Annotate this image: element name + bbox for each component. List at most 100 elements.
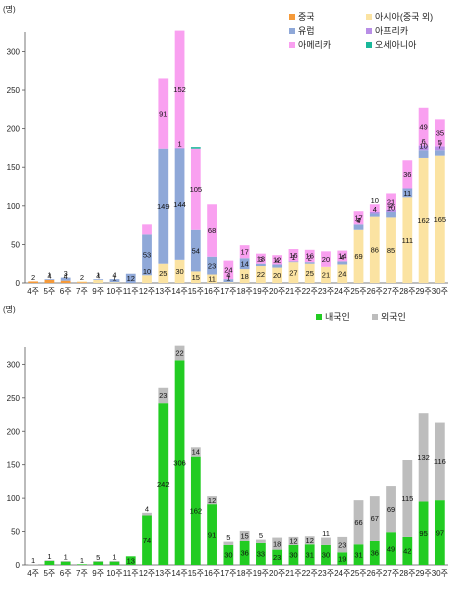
bar-segment <box>418 501 429 565</box>
data-label: 4 <box>96 271 100 280</box>
bar-segment <box>337 264 348 283</box>
y-tick-label: 100 <box>7 202 21 211</box>
x-tick-label: 15주 <box>188 569 204 578</box>
data-label: 10 <box>143 267 151 276</box>
bar-segment <box>190 148 201 230</box>
x-tick-label: 14주 <box>171 287 187 296</box>
data-label: 42 <box>403 547 411 556</box>
bar-segment <box>337 250 348 262</box>
bar-segment <box>434 150 445 156</box>
bar-segment <box>223 279 234 283</box>
bar-segment <box>256 266 266 283</box>
data-label: 36 <box>403 170 411 179</box>
data-label: 68 <box>208 226 216 235</box>
bar-segment <box>109 561 120 565</box>
bar-segment <box>256 263 266 267</box>
bar-segment <box>142 275 152 283</box>
data-label: 69 <box>354 252 362 261</box>
x-tick-label: 17주 <box>220 287 236 296</box>
bar-segment <box>434 146 445 151</box>
y-unit-label: (명) <box>3 4 16 14</box>
bar-segment <box>288 261 299 263</box>
bar-segment <box>418 107 429 146</box>
bar-segment <box>353 229 364 283</box>
x-tick-label: 23주 <box>318 287 334 296</box>
bar-segment <box>337 536 348 553</box>
bar-segment <box>288 536 299 545</box>
legend-swatch <box>289 28 295 34</box>
data-label: 66 <box>354 518 362 527</box>
data-label: 91 <box>159 109 167 118</box>
legend-label: 중국 <box>298 12 315 22</box>
bar-segment <box>272 264 283 268</box>
bar-segment <box>60 560 71 562</box>
bar-segment <box>337 552 348 565</box>
data-label: 7 <box>356 216 360 225</box>
bar-segment <box>386 486 396 533</box>
bar-segment <box>402 460 413 537</box>
y-tick-label: 150 <box>7 461 21 470</box>
data-label: 1 <box>226 274 230 283</box>
bar-segment <box>190 229 201 272</box>
bar-segment <box>239 530 250 541</box>
legend: 내국인 외국인 <box>316 311 406 322</box>
bar-stacks <box>28 345 445 565</box>
bar-segment <box>158 148 169 264</box>
x-tick-label: 18주 <box>237 569 253 578</box>
bar-segment <box>288 249 299 262</box>
bar-segment <box>402 536 413 565</box>
bar-segment <box>369 540 380 565</box>
legend-swatch <box>289 42 295 48</box>
data-label: 105 <box>190 185 203 194</box>
bar-segment <box>304 544 315 565</box>
bar-segment <box>369 211 380 214</box>
legend-swatch <box>372 314 378 320</box>
bar-segment <box>142 512 152 516</box>
x-tick-label: 5주 <box>43 287 55 296</box>
bar-segment <box>353 544 364 565</box>
data-label: 85 <box>387 246 395 255</box>
data-label: 1 <box>96 271 100 280</box>
data-label: 18 <box>240 272 248 281</box>
bar-segment <box>28 564 39 565</box>
data-labels: 1 1 1 1 5 1 1374424223306221621491123053615335… <box>31 349 446 566</box>
legend-label: 내국인 <box>325 312 350 322</box>
data-label: 149 <box>157 202 170 211</box>
x-tick-label: 16주 <box>204 569 220 578</box>
data-label: 30 <box>224 551 232 560</box>
y-tick-label: 50 <box>11 528 20 537</box>
data-label: 162 <box>190 507 203 516</box>
x-tick-label: 19주 <box>253 287 269 296</box>
bar-segment <box>304 249 315 263</box>
y-tick-label: 0 <box>16 561 21 570</box>
bar-segment <box>353 500 364 545</box>
bar-segment <box>93 279 104 283</box>
bar-segment <box>109 282 120 283</box>
data-label: 3 <box>64 269 68 278</box>
x-tick-label: 4주 <box>27 287 39 296</box>
bar-segment <box>418 150 429 158</box>
x-tick-label: 11주 <box>123 287 139 296</box>
bar-segment <box>158 403 169 565</box>
y-tick-label: 50 <box>11 240 20 249</box>
x-tick-label: 9주 <box>92 287 104 296</box>
data-label: 22 <box>257 270 265 279</box>
x-tick-label: 15주 <box>188 287 204 296</box>
data-label: 4 <box>145 504 149 513</box>
data-label: 7 <box>438 142 442 151</box>
bar-segment <box>353 211 364 225</box>
data-label: 2 <box>31 273 35 282</box>
bar-segment <box>60 280 71 283</box>
bar-segment <box>77 282 87 283</box>
data-label: 4 <box>340 253 344 262</box>
y-unit-label: (명) <box>3 304 16 314</box>
bar-segment <box>142 515 152 565</box>
y-tick-label: 200 <box>7 125 21 134</box>
x-tick-label: 12주 <box>139 287 155 296</box>
x-tick-label: 30주 <box>432 287 448 296</box>
bar-segment <box>386 193 396 210</box>
legend-swatch <box>366 14 372 20</box>
data-label: 20 <box>322 255 330 264</box>
legend-label: 아시아(중국 외) <box>375 11 433 22</box>
